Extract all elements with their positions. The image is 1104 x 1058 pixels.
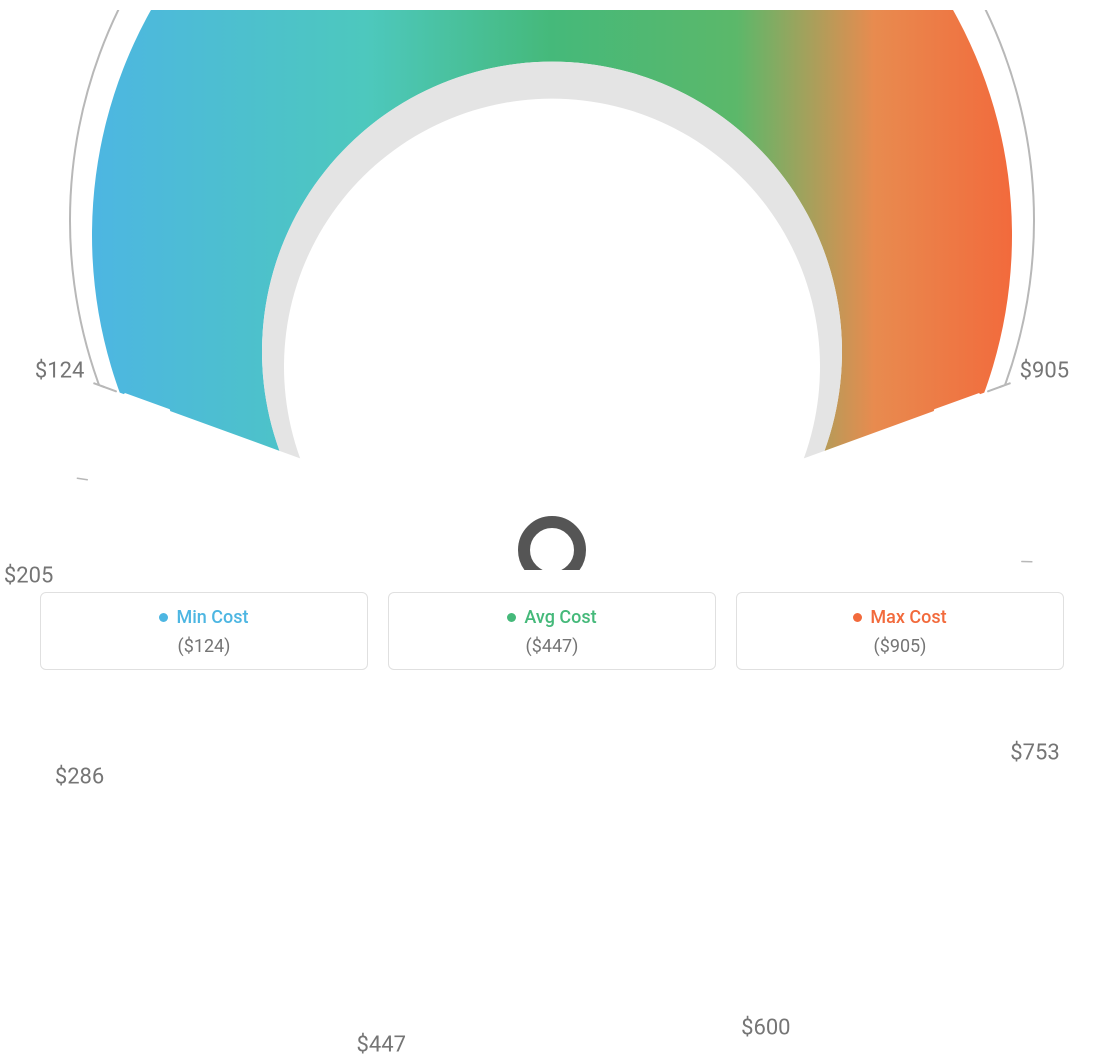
- legend-dot-max: [853, 613, 862, 622]
- gauge-tick-label: $753: [1010, 741, 1059, 766]
- legend-card-avg: Avg Cost ($447): [388, 592, 716, 670]
- gauge-tick-label: $124: [35, 358, 84, 383]
- legend-label-min: Min Cost: [176, 607, 248, 628]
- legend-title-avg: Avg Cost: [507, 607, 596, 628]
- gauge-tick-label: $600: [741, 1016, 790, 1041]
- legend-dot-min: [159, 613, 168, 622]
- legend-value-avg: ($447): [399, 636, 705, 657]
- legend-card-max: Max Cost ($905): [736, 592, 1064, 670]
- gauge-tick-label: $286: [55, 764, 104, 789]
- legend-label-max: Max Cost: [870, 607, 946, 628]
- legend-value-max: ($905): [747, 636, 1053, 657]
- legend-label-avg: Avg Cost: [524, 607, 596, 628]
- legend-dot-avg: [507, 613, 516, 622]
- cost-gauge: [22, 10, 1082, 570]
- legend-value-min: ($124): [51, 636, 357, 657]
- gauge-tick-label: $447: [357, 1033, 406, 1058]
- legend-card-min: Min Cost ($124): [40, 592, 368, 670]
- gauge-tick-label: $905: [1020, 358, 1069, 383]
- legend-title-max: Max Cost: [853, 607, 946, 628]
- legend-row: Min Cost ($124) Avg Cost ($447) Max Cost…: [40, 592, 1064, 670]
- gauge-svg: [22, 10, 1082, 570]
- gauge-tick-label: $205: [4, 563, 53, 588]
- legend-title-min: Min Cost: [159, 607, 248, 628]
